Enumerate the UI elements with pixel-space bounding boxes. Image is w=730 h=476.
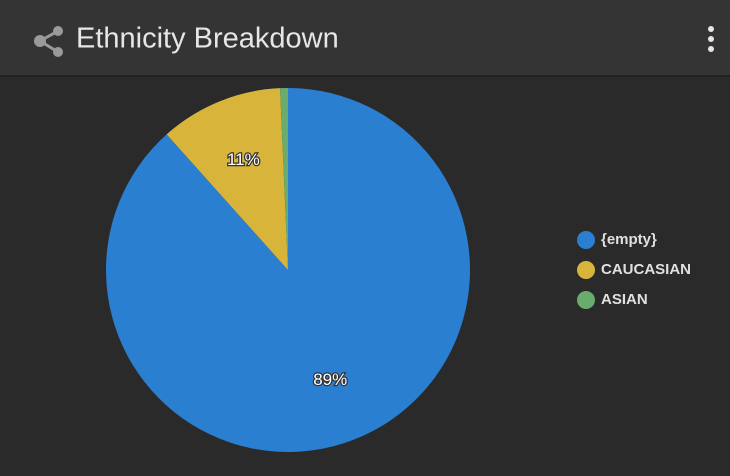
share-icon [34, 26, 63, 57]
legend-swatch [577, 291, 595, 309]
slice-label: 11% [227, 150, 260, 169]
pie-slice [166, 88, 288, 270]
legend-label: ASIAN [601, 291, 648, 308]
widget-title: Ethnicity Breakdown [76, 23, 339, 55]
legend-label: CAUCASIAN [601, 261, 691, 278]
legend-label: {empty} [601, 231, 657, 248]
legend-swatch [577, 231, 595, 249]
menu-button[interactable] [708, 26, 714, 52]
legend-swatch [577, 261, 595, 279]
header-bar [0, 0, 730, 76]
pie-slice [280, 88, 288, 270]
slice-label: 89% [313, 370, 347, 389]
